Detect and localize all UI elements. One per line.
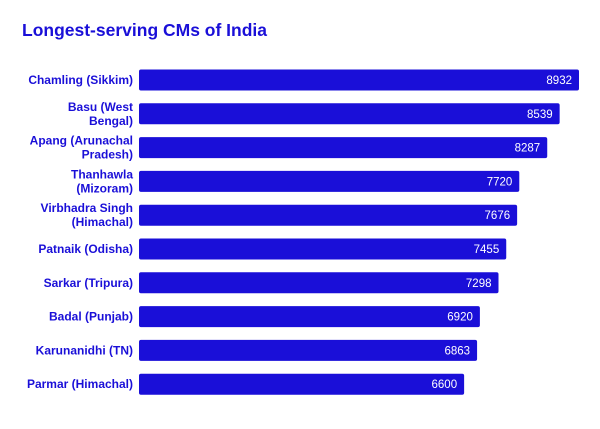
bar-value-label: 6863 <box>444 345 470 357</box>
category-label-line: Pradesh) <box>82 148 133 162</box>
category-label-line: Parmar (Himachal) <box>27 377 133 391</box>
bar <box>139 339 478 361</box>
category-label: Chamling (Sikkim) <box>28 73 133 87</box>
bar <box>139 170 520 192</box>
bar <box>139 373 465 395</box>
bar <box>139 103 560 125</box>
bar <box>139 69 579 91</box>
category-label: Patnaik (Odisha) <box>38 242 133 256</box>
category-label-line: Patnaik (Odisha) <box>38 242 133 256</box>
category-label: Karunanidhi (TN) <box>36 343 133 357</box>
bar-value-label: 7720 <box>487 176 513 188</box>
category-label-line: Virbhadra Singh <box>41 201 133 215</box>
bar <box>139 306 480 328</box>
bar-value-label: 7676 <box>485 210 511 222</box>
category-label: Parmar (Himachal) <box>27 377 133 391</box>
category-label-line: Badal (Punjab) <box>49 310 133 324</box>
bar-value-label: 6600 <box>432 379 458 391</box>
category-label: Badal (Punjab) <box>49 310 133 324</box>
bar <box>139 137 548 159</box>
bar <box>139 204 518 226</box>
category-label: Apang (Arunachal Pradesh) <box>30 134 133 162</box>
chart-title: Longest-serving CMs of India <box>22 20 268 40</box>
bar <box>139 272 499 294</box>
category-label: Thanhawla (Mizoram) <box>71 167 133 195</box>
bar-value-label: 7455 <box>474 244 500 256</box>
bar-value-label: 8932 <box>546 75 572 87</box>
bar <box>139 238 507 260</box>
category-label-line: Chamling (Sikkim) <box>28 73 133 87</box>
category-label: Basu (West Bengal) <box>68 100 133 128</box>
category-label-line: (Mizoram) <box>76 181 133 195</box>
bar-value-label: 8287 <box>515 143 541 155</box>
bar-value-label: 6920 <box>447 312 473 324</box>
category-label-line: Apang (Arunachal <box>30 134 133 148</box>
category-label-line: Thanhawla <box>71 167 133 181</box>
bar-value-label: 7298 <box>466 278 492 290</box>
category-label: Sarkar (Tripura) <box>44 276 133 290</box>
category-label-line: Bengal) <box>89 114 133 128</box>
category-label-line: (Himachal) <box>72 215 133 229</box>
category-label-line: Basu (West <box>68 100 133 114</box>
bar-value-label: 8539 <box>527 109 553 121</box>
category-label-line: Sarkar (Tripura) <box>44 276 133 290</box>
category-label: Virbhadra Singh (Himachal) <box>41 201 133 229</box>
category-label-line: Karunanidhi (TN) <box>36 343 133 357</box>
